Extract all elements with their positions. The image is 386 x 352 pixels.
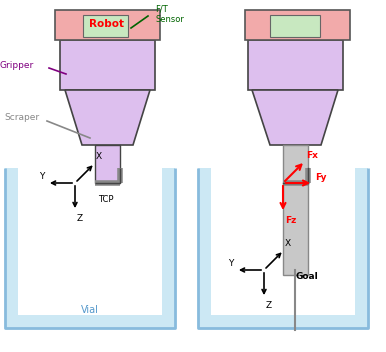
Bar xyxy=(55,10,160,40)
Text: Fz: Fz xyxy=(285,216,296,225)
Text: Z: Z xyxy=(266,301,272,310)
Text: Z: Z xyxy=(77,214,83,223)
Text: F/T
Sensor: F/T Sensor xyxy=(155,5,184,24)
Polygon shape xyxy=(252,90,338,145)
Bar xyxy=(198,315,368,328)
Text: Y: Y xyxy=(39,172,44,181)
Text: Fy: Fy xyxy=(315,173,327,182)
Bar xyxy=(355,168,368,328)
Bar xyxy=(198,168,211,328)
Bar xyxy=(5,168,18,328)
Bar xyxy=(245,10,350,40)
Polygon shape xyxy=(65,90,150,145)
Bar xyxy=(283,145,308,275)
Bar xyxy=(248,40,343,90)
Text: Gripper: Gripper xyxy=(0,62,34,70)
Text: X: X xyxy=(285,239,291,248)
Bar xyxy=(5,168,175,328)
Text: Goal: Goal xyxy=(296,272,319,281)
Bar xyxy=(198,168,368,328)
Text: Vial: Vial xyxy=(81,305,99,315)
Text: Fx: Fx xyxy=(306,151,318,160)
Text: Robot: Robot xyxy=(90,19,125,29)
Text: TCP: TCP xyxy=(98,195,113,204)
Bar xyxy=(83,15,128,37)
Bar xyxy=(60,40,155,90)
Text: Scraper: Scraper xyxy=(4,113,39,122)
Bar xyxy=(270,15,320,37)
Bar xyxy=(95,145,120,183)
Text: Y: Y xyxy=(228,259,233,268)
Bar xyxy=(162,168,175,328)
Text: X: X xyxy=(96,152,102,161)
Bar xyxy=(5,315,175,328)
